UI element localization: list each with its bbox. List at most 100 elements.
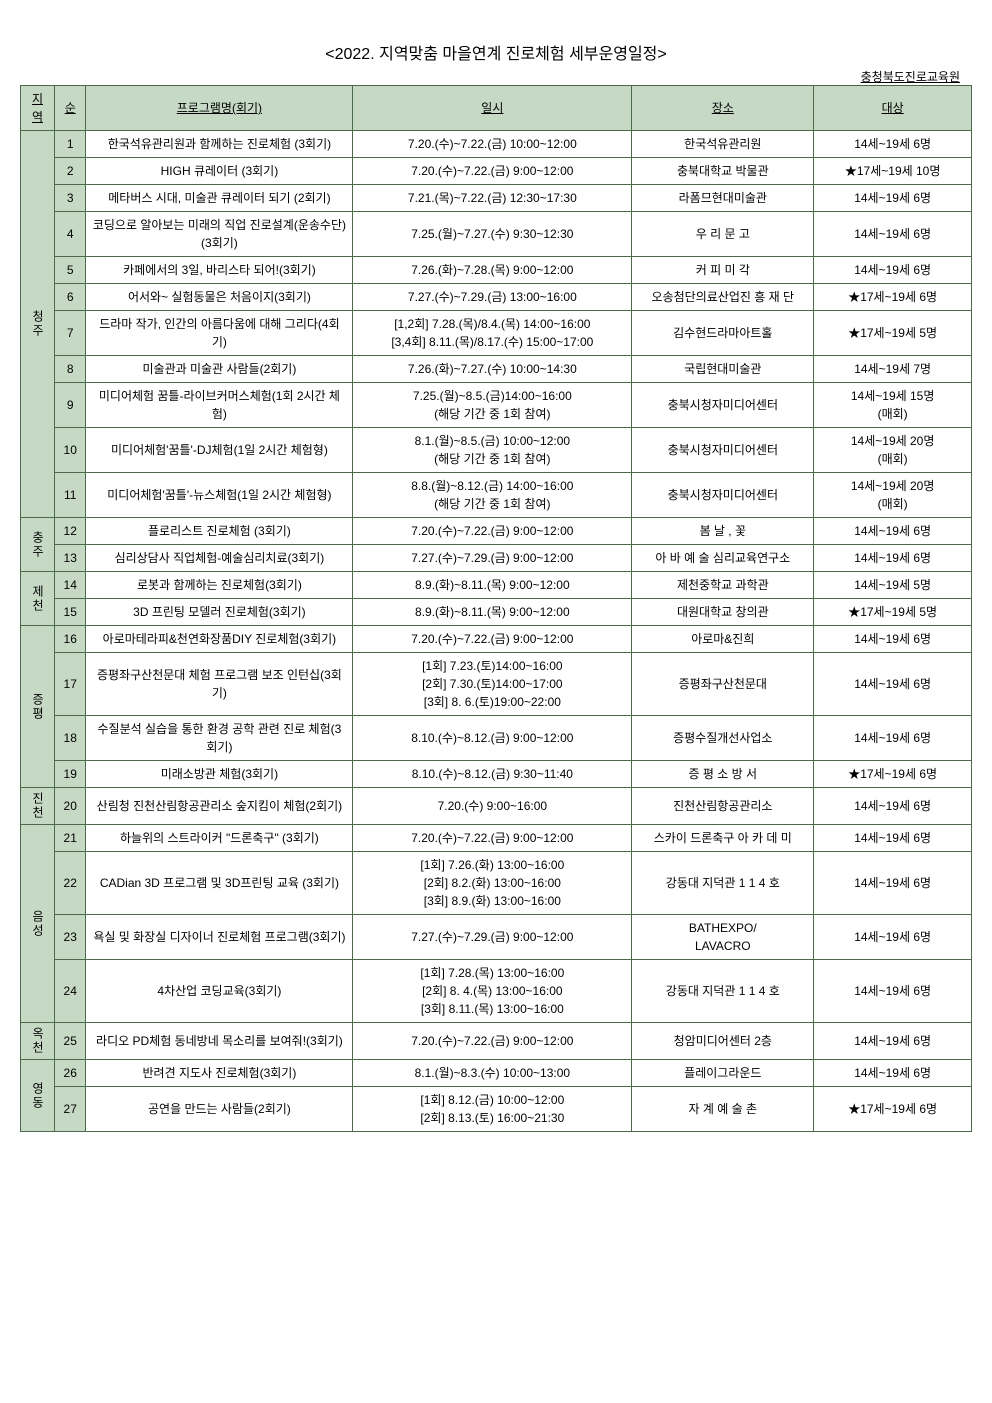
table-row: 244차산업 코딩교육(3회기)[1회] 7.28.(목) 13:00~16:0… bbox=[21, 960, 972, 1023]
place-cell: 김수현드라마아트홀 bbox=[632, 311, 814, 356]
place-cell: 강동대 지덕관 1 1 4 호 bbox=[632, 852, 814, 915]
prog-cell: 산림청 진천산림항공관리소 숲지킴이 체험(2회기) bbox=[86, 788, 353, 825]
num-cell: 3 bbox=[54, 185, 86, 212]
target-cell: 14세~19세 6명 bbox=[814, 257, 972, 284]
date-cell: 8.9.(화)~8.11.(목) 9:00~12:00 bbox=[353, 599, 632, 626]
date-cell: [1회] 8.12.(금) 10:00~12:00 [2회] 8.13.(토) … bbox=[353, 1087, 632, 1132]
num-cell: 11 bbox=[54, 473, 86, 518]
num-cell: 6 bbox=[54, 284, 86, 311]
num-cell: 23 bbox=[54, 915, 86, 960]
table-header-row: 지역 순 프로그램명(회기) 일시 장소 대상 bbox=[21, 86, 972, 131]
target-cell: 14세~19세 6명 bbox=[814, 626, 972, 653]
prog-cell: 수질분석 실습을 통한 환경 공학 관련 진로 체험(3회기) bbox=[86, 716, 353, 761]
place-cell: 봄 날 , 꽃 bbox=[632, 518, 814, 545]
target-cell: 14세~19세 20명 (매회) bbox=[814, 428, 972, 473]
date-cell: 8.1.(월)~8.3.(수) 10:00~13:00 bbox=[353, 1060, 632, 1087]
place-cell: 한국석유관리원 bbox=[632, 131, 814, 158]
date-cell: 7.27.(수)~7.29.(금) 9:00~12:00 bbox=[353, 545, 632, 572]
table-row: 5카페에서의 3일, 바리스타 되어!(3회기)7.26.(화)~7.28.(목… bbox=[21, 257, 972, 284]
num-cell: 8 bbox=[54, 356, 86, 383]
prog-cell: 메타버스 시대, 미술관 큐레이터 되기 (2회기) bbox=[86, 185, 353, 212]
table-row: 6어서와~ 실험동물은 처음이지(3회기)7.27.(수)~7.29.(금) 1… bbox=[21, 284, 972, 311]
table-row: 23욕실 및 화장실 디자이너 진로체험 프로그램(3회기)7.27.(수)~7… bbox=[21, 915, 972, 960]
prog-cell: 카페에서의 3일, 바리스타 되어!(3회기) bbox=[86, 257, 353, 284]
num-cell: 14 bbox=[54, 572, 86, 599]
region-cell: 음성 bbox=[21, 825, 55, 1023]
place-cell: 충북시청자미디어센터 bbox=[632, 428, 814, 473]
target-cell: 14세~19세 7명 bbox=[814, 356, 972, 383]
region-cell: 진천 bbox=[21, 788, 55, 825]
date-cell: 7.20.(수) 9:00~16:00 bbox=[353, 788, 632, 825]
table-row: 진천20산림청 진천산림항공관리소 숲지킴이 체험(2회기)7.20.(수) 9… bbox=[21, 788, 972, 825]
target-cell: 14세~19세 6명 bbox=[814, 915, 972, 960]
place-cell: 증평좌구산천문대 bbox=[632, 653, 814, 716]
table-row: 7드라마 작가, 인간의 아름다움에 대해 그리다(4회기)[1,2회] 7.2… bbox=[21, 311, 972, 356]
table-row: 27공연을 만드는 사람들(2회기)[1회] 8.12.(금) 10:00~12… bbox=[21, 1087, 972, 1132]
prog-cell: 하늘위의 스트라이커 "드론축구" (3회기) bbox=[86, 825, 353, 852]
th-prog: 프로그램명(회기) bbox=[86, 86, 353, 131]
table-row: 증평16아로마테라피&천연화장품DIY 진로체험(3회기)7.20.(수)~7.… bbox=[21, 626, 972, 653]
num-cell: 17 bbox=[54, 653, 86, 716]
prog-cell: 미디어체험 꿈틀-라이브커머스체험(1회 2시간 체험) bbox=[86, 383, 353, 428]
target-cell: 14세~19세 6명 bbox=[814, 852, 972, 915]
num-cell: 16 bbox=[54, 626, 86, 653]
prog-cell: 미래소방관 체험(3회기) bbox=[86, 761, 353, 788]
th-target: 대상 bbox=[814, 86, 972, 131]
place-cell: 오송첨단의료산업진 흥 재 단 bbox=[632, 284, 814, 311]
num-cell: 20 bbox=[54, 788, 86, 825]
target-cell: 14세~19세 15명 (매회) bbox=[814, 383, 972, 428]
prog-cell: 한국석유관리원과 함께하는 진로체험 (3회기) bbox=[86, 131, 353, 158]
table-row: 10미디어체험'꿈틀'-DJ체험(1일 2시간 체험형)8.1.(월)~8.5.… bbox=[21, 428, 972, 473]
prog-cell: 증평좌구산천문대 체험 프로그램 보조 인턴십(3회기) bbox=[86, 653, 353, 716]
place-cell: 우 리 문 고 bbox=[632, 212, 814, 257]
prog-cell: 어서와~ 실험동물은 처음이지(3회기) bbox=[86, 284, 353, 311]
prog-cell: 3D 프린팅 모델러 진로체험(3회기) bbox=[86, 599, 353, 626]
prog-cell: 심리상담사 직업체험-예술심리치료(3회기) bbox=[86, 545, 353, 572]
target-cell: 14세~19세 20명 (매회) bbox=[814, 473, 972, 518]
table-row: 옥천25라디오 PD체험 동네방네 목소리를 보여줘!(3회기)7.20.(수)… bbox=[21, 1023, 972, 1060]
num-cell: 4 bbox=[54, 212, 86, 257]
date-cell: [1,2회] 7.28.(목)/8.4.(목) 14:00~16:00 [3,4… bbox=[353, 311, 632, 356]
region-cell: 옥천 bbox=[21, 1023, 55, 1060]
table-row: 153D 프린팅 모델러 진로체험(3회기)8.9.(화)~8.11.(목) 9… bbox=[21, 599, 972, 626]
date-cell: 8.10.(수)~8.12.(금) 9:30~11:40 bbox=[353, 761, 632, 788]
th-region: 지역 bbox=[21, 86, 55, 131]
place-cell: 아 바 예 술 심리교육연구소 bbox=[632, 545, 814, 572]
region-cell: 청주 bbox=[21, 131, 55, 518]
place-cell: 증평수질개선사업소 bbox=[632, 716, 814, 761]
num-cell: 21 bbox=[54, 825, 86, 852]
date-cell: [1회] 7.26.(화) 13:00~16:00 [2회] 8.2.(화) 1… bbox=[353, 852, 632, 915]
date-cell: [1회] 7.23.(토)14:00~16:00 [2회] 7.30.(토)14… bbox=[353, 653, 632, 716]
table-row: 22CADian 3D 프로그램 및 3D프린팅 교육 (3회기)[1회] 7.… bbox=[21, 852, 972, 915]
schedule-table: 지역 순 프로그램명(회기) 일시 장소 대상 청주1한국석유관리원과 함께하는… bbox=[20, 85, 972, 1132]
target-cell: 14세~19세 6명 bbox=[814, 716, 972, 761]
place-cell: 플레이그라운드 bbox=[632, 1060, 814, 1087]
num-cell: 25 bbox=[54, 1023, 86, 1060]
target-cell: ★17세~19세 6명 bbox=[814, 284, 972, 311]
table-row: 17증평좌구산천문대 체험 프로그램 보조 인턴십(3회기)[1회] 7.23.… bbox=[21, 653, 972, 716]
place-cell: 제천중학교 과학관 bbox=[632, 572, 814, 599]
date-cell: 7.26.(화)~7.28.(목) 9:00~12:00 bbox=[353, 257, 632, 284]
table-row: 청주1한국석유관리원과 함께하는 진로체험 (3회기)7.20.(수)~7.22… bbox=[21, 131, 972, 158]
num-cell: 1 bbox=[54, 131, 86, 158]
num-cell: 7 bbox=[54, 311, 86, 356]
date-cell: 7.20.(수)~7.22.(금) 9:00~12:00 bbox=[353, 158, 632, 185]
date-cell: 7.25.(월)~8.5.(금)14:00~16:00 (해당 기간 중 1회 … bbox=[353, 383, 632, 428]
prog-cell: 미디어체험'꿈틀'-DJ체험(1일 2시간 체험형) bbox=[86, 428, 353, 473]
table-row: 19미래소방관 체험(3회기)8.10.(수)~8.12.(금) 9:30~11… bbox=[21, 761, 972, 788]
target-cell: 14세~19세 6명 bbox=[814, 1023, 972, 1060]
target-cell: 14세~19세 6명 bbox=[814, 653, 972, 716]
table-row: 4코딩으로 알아보는 미래의 직업 진로설계(운송수단)(3회기)7.25.(월… bbox=[21, 212, 972, 257]
region-cell: 제천 bbox=[21, 572, 55, 626]
target-cell: ★17세~19세 6명 bbox=[814, 761, 972, 788]
page-title: <2022. 지역맞춤 마을연계 진로체험 세부운영일정> bbox=[20, 40, 972, 64]
prog-cell: 로봇과 함께하는 진로체험(3회기) bbox=[86, 572, 353, 599]
target-cell: ★17세~19세 5명 bbox=[814, 599, 972, 626]
table-row: 영동26반려견 지도사 진로체험(3회기)8.1.(월)~8.3.(수) 10:… bbox=[21, 1060, 972, 1087]
place-cell: 충북대학교 박물관 bbox=[632, 158, 814, 185]
num-cell: 26 bbox=[54, 1060, 86, 1087]
date-cell: 8.9.(화)~8.11.(목) 9:00~12:00 bbox=[353, 572, 632, 599]
table-row: 18수질분석 실습을 통한 환경 공학 관련 진로 체험(3회기)8.10.(수… bbox=[21, 716, 972, 761]
target-cell: 14세~19세 6명 bbox=[814, 960, 972, 1023]
num-cell: 13 bbox=[54, 545, 86, 572]
